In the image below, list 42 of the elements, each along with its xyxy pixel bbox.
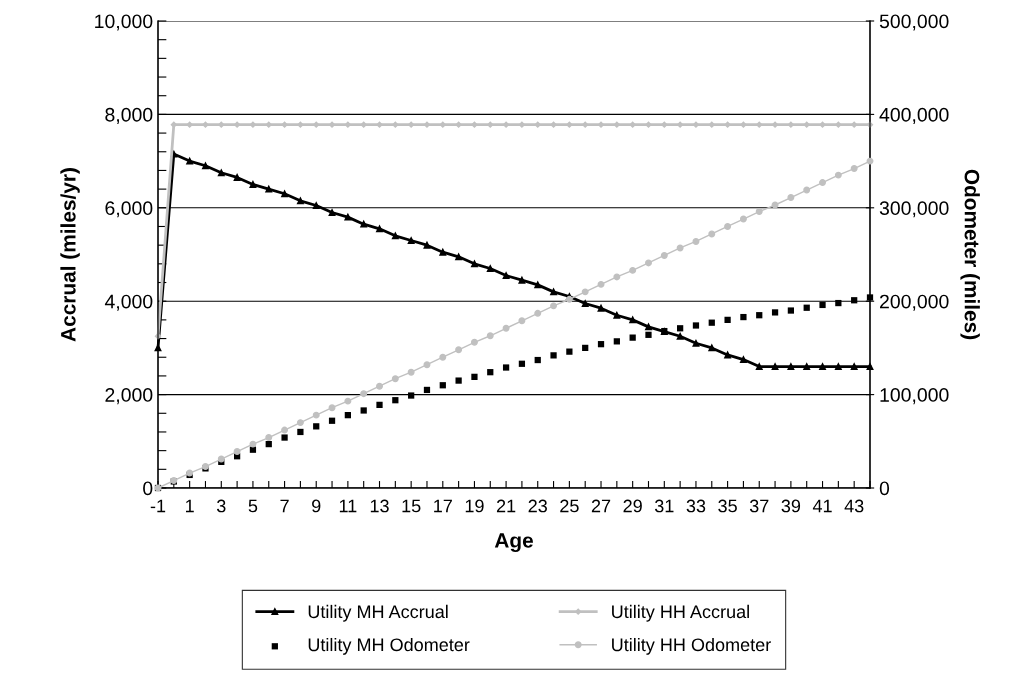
y2-tick-label: 200,000 bbox=[880, 294, 949, 311]
x-tick-label: 5 bbox=[248, 499, 258, 513]
y2-axis-title: Odometer (miles) bbox=[960, 169, 980, 340]
x-axis-title: Age bbox=[494, 533, 533, 553]
y-tick-label: 4,000 bbox=[104, 294, 153, 311]
y-tick-label: 2,000 bbox=[105, 388, 153, 405]
x-tick-label: 35 bbox=[718, 499, 737, 513]
x-tick-label: 17 bbox=[434, 499, 452, 513]
y2-tick-label: 300,000 bbox=[879, 201, 949, 218]
x-tick-label: 7 bbox=[280, 499, 289, 513]
x-tick-label: 23 bbox=[528, 499, 547, 513]
y-tick-label: 10,000 bbox=[95, 14, 153, 31]
legend-label: Utility MH Accrual bbox=[308, 604, 448, 622]
y2-tick-label: 500,000 bbox=[879, 14, 949, 31]
x-tick-label: 1 bbox=[186, 499, 194, 513]
x-tick-label: 33 bbox=[686, 499, 706, 513]
x-tick-label: 13 bbox=[370, 499, 389, 513]
x-tick-label: -1 bbox=[150, 499, 166, 513]
x-tick-label: 41 bbox=[812, 499, 832, 513]
legend-label: Utility HH Accrual bbox=[612, 604, 749, 622]
x-tick-label: 31 bbox=[654, 499, 674, 513]
x-tick-label: 11 bbox=[339, 499, 357, 513]
x-tick-label: 29 bbox=[623, 499, 642, 513]
x-tick-label: 21 bbox=[496, 499, 516, 513]
x-tick-label: 43 bbox=[844, 499, 864, 513]
y2-tick-label: 0 bbox=[879, 481, 890, 496]
x-tick-label: 25 bbox=[560, 499, 579, 513]
y-tick-label: 8,000 bbox=[105, 107, 153, 124]
x-tick-label: 39 bbox=[781, 499, 801, 513]
y2-tick-label: 100,000 bbox=[880, 388, 949, 405]
x-tick-label: 27 bbox=[591, 499, 611, 513]
y2-tick-label: 400,000 bbox=[879, 107, 949, 124]
legend-label: Utility MH Odometer bbox=[308, 637, 470, 655]
x-tick-label: 37 bbox=[749, 499, 769, 513]
legend-label: Utility HH Odometer bbox=[612, 637, 771, 655]
x-tick-label: 19 bbox=[465, 499, 484, 513]
y-axis-title: Accrual (miles/yr) bbox=[60, 168, 80, 342]
y-tick-label: 0 bbox=[143, 481, 153, 496]
x-tick-label: 15 bbox=[402, 499, 421, 513]
x-tick-label: 3 bbox=[216, 499, 226, 513]
y-tick-label: 6,000 bbox=[105, 201, 153, 218]
x-tick-label: 9 bbox=[312, 499, 321, 513]
